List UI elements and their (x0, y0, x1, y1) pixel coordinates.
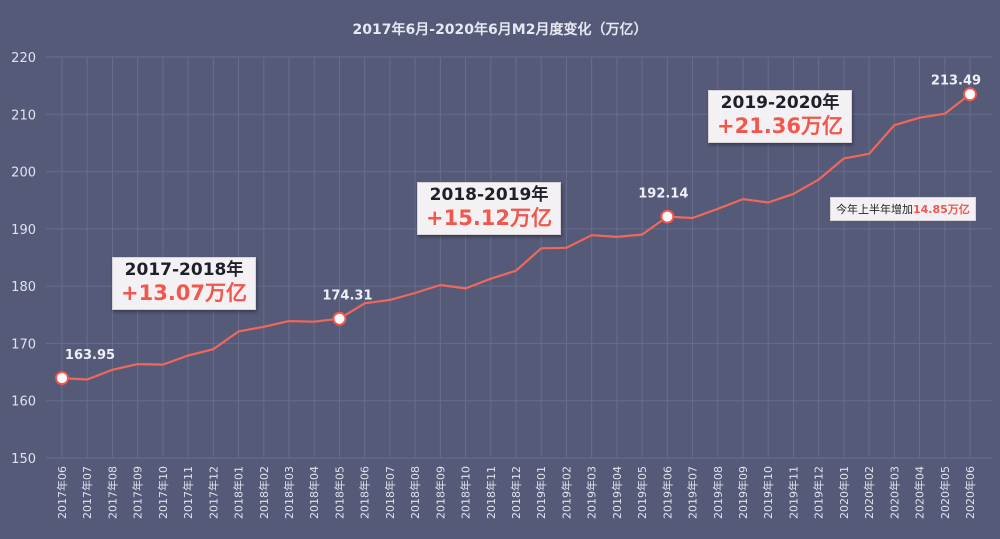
x-tick-label: 2020年05 (938, 466, 952, 519)
x-tick-label: 2017年08 (105, 466, 119, 519)
annotation-change: +15.12万亿 (426, 205, 553, 230)
x-tick-label: 2019年12 (812, 466, 826, 519)
x-tick-label: 2019年06 (660, 466, 674, 519)
x-tick-label: 2019年08 (711, 466, 725, 519)
x-tick-label: 2019年03 (585, 466, 599, 519)
x-tick-label: 2019年04 (610, 466, 624, 519)
data-line (55, 87, 977, 386)
annotation-period: 2019-2020年 (720, 93, 840, 113)
x-tick-label: 2019年09 (736, 466, 750, 519)
x-tick-label: 2017年07 (80, 466, 94, 519)
x-tick-label: 2019年05 (635, 466, 649, 519)
note-value: 14.85万亿 (913, 203, 970, 216)
x-tick-label: 2019年07 (686, 466, 700, 519)
annotation-change: +21.36万亿 (717, 113, 844, 138)
y-tick-label: 210 (11, 108, 36, 123)
x-tick-label: 2017年10 (156, 466, 170, 519)
x-tick-label: 2020年04 (913, 466, 927, 519)
y-tick-label: 200 (11, 166, 36, 181)
point-value-label: 213.49 (931, 73, 981, 88)
x-tick-label: 2018年09 (433, 466, 447, 519)
annotation-change: +13.07万亿 (121, 280, 248, 305)
chart-title: 2017年6月-2020年6月M2月度变化（万亿） (353, 21, 648, 38)
x-tick-label: 2018年02 (257, 466, 271, 519)
y-tick-label: 150 (11, 452, 36, 467)
annotation-period: 2017-2018年 (124, 260, 244, 280)
x-tick-label: 2018年05 (332, 466, 346, 519)
x-tick-label: 2020年06 (963, 466, 977, 519)
axes: 150 160 170 180 190 200 210 220 2017年06 2017年07 20… (11, 51, 977, 519)
x-tick-label: 2017年12 (206, 466, 220, 519)
annotation-period: 2018-2019年 (429, 185, 549, 205)
point-value-label: 174.31 (322, 289, 372, 304)
x-tick-label: 2019年01 (534, 466, 548, 519)
x-tick-label: 2017年06 (55, 466, 69, 519)
x-tick-label: 2020年01 (837, 466, 851, 519)
x-tick-label: 2017年09 (131, 466, 145, 519)
x-tick-label: 2020年02 (862, 466, 876, 519)
point-labels: 163.95 174.31 192.14 213.49 (65, 73, 981, 363)
x-tick-label: 2018年04 (307, 466, 321, 519)
highlight-point (332, 311, 347, 326)
x-tick-label: 2018年03 (282, 466, 296, 519)
annotation-2018-2019: 2018-2019年 +15.12万亿 (417, 182, 562, 235)
y-tick-label: 190 (11, 223, 36, 238)
note-prefix: 今年上半年增加 (836, 203, 913, 216)
highlight-point (963, 87, 977, 102)
y-tick-label: 170 (11, 337, 36, 352)
x-tick-label: 2018年12 (509, 466, 523, 519)
x-tick-label: 2018年07 (383, 466, 397, 519)
highlight-point (55, 371, 69, 386)
x-tick-label: 2018年01 (232, 466, 246, 519)
point-value-label: 163.95 (65, 348, 115, 363)
half-year-note: 今年上半年增加14.85万亿 (830, 197, 976, 221)
x-tick-label: 2018年10 (459, 466, 473, 519)
y-tick-label: 160 (11, 395, 36, 410)
y-tick-label: 180 (11, 280, 36, 295)
x-tick-label: 2019年10 (761, 466, 775, 519)
annotation-2017-2018: 2017-2018年 +13.07万亿 (112, 257, 257, 310)
highlight-point (660, 209, 675, 224)
x-tick-label: 2018年08 (408, 466, 422, 519)
x-tick-label: 2018年06 (358, 466, 372, 519)
y-tick-label: 220 (11, 51, 36, 66)
point-value-label: 192.14 (638, 187, 688, 202)
x-tick-label: 2019年02 (559, 466, 573, 519)
x-tick-label: 2018年11 (484, 466, 498, 519)
x-tick-label: 2020年03 (887, 466, 901, 519)
x-tick-label: 2019年11 (786, 466, 800, 519)
x-tick-label: 2017年11 (181, 466, 195, 519)
series-line (61, 93, 971, 381)
annotation-2019-2020: 2019-2020年 +21.36万亿 (708, 90, 853, 143)
